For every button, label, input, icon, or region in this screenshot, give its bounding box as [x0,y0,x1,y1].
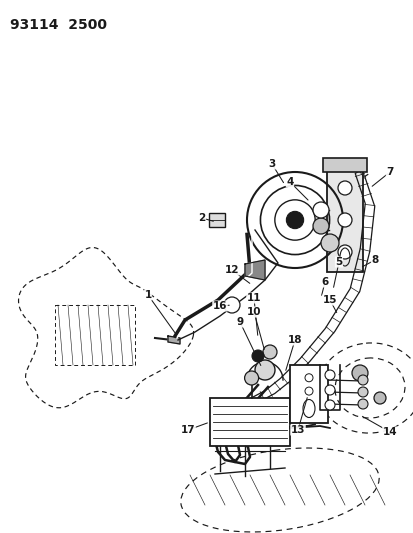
Text: 13: 13 [290,425,304,435]
Circle shape [324,370,334,380]
Text: 16: 16 [212,301,227,311]
Text: 3: 3 [268,159,275,169]
Text: 10: 10 [246,307,261,317]
Text: 15: 15 [322,295,337,305]
Circle shape [357,399,367,409]
Text: 12: 12 [224,265,239,275]
Text: 6: 6 [320,277,328,287]
Circle shape [304,387,312,395]
Bar [209,213,224,227]
Circle shape [223,297,240,313]
Text: 8: 8 [370,255,378,265]
Circle shape [252,350,263,362]
Circle shape [337,181,351,195]
Circle shape [244,371,258,385]
Polygon shape [168,336,180,344]
Circle shape [357,375,367,385]
Circle shape [351,365,367,381]
Circle shape [312,202,328,218]
Text: 93114  2500: 93114 2500 [10,18,107,32]
Circle shape [337,213,351,227]
Circle shape [262,345,276,359]
Text: 11: 11 [246,293,261,303]
Bar [326,168,362,272]
Text: 9: 9 [236,317,243,327]
Text: 17: 17 [180,425,195,435]
Circle shape [337,245,351,259]
Bar [289,365,327,423]
Bar [209,398,289,446]
Text: 4: 4 [286,177,293,187]
Text: 1: 1 [144,290,151,300]
Text: 14: 14 [382,427,396,437]
Circle shape [286,212,303,229]
Circle shape [324,385,334,395]
Circle shape [357,387,367,397]
Circle shape [324,400,334,410]
Text: 2: 2 [198,213,205,223]
Circle shape [312,218,328,234]
Circle shape [304,374,312,382]
Text: 5: 5 [335,257,342,267]
Polygon shape [244,260,264,280]
Circle shape [320,234,338,252]
Text: 18: 18 [287,335,301,345]
Bar [55,305,135,365]
Circle shape [373,392,385,404]
Bar [322,158,366,172]
Circle shape [254,360,274,380]
Text: 7: 7 [385,167,393,177]
